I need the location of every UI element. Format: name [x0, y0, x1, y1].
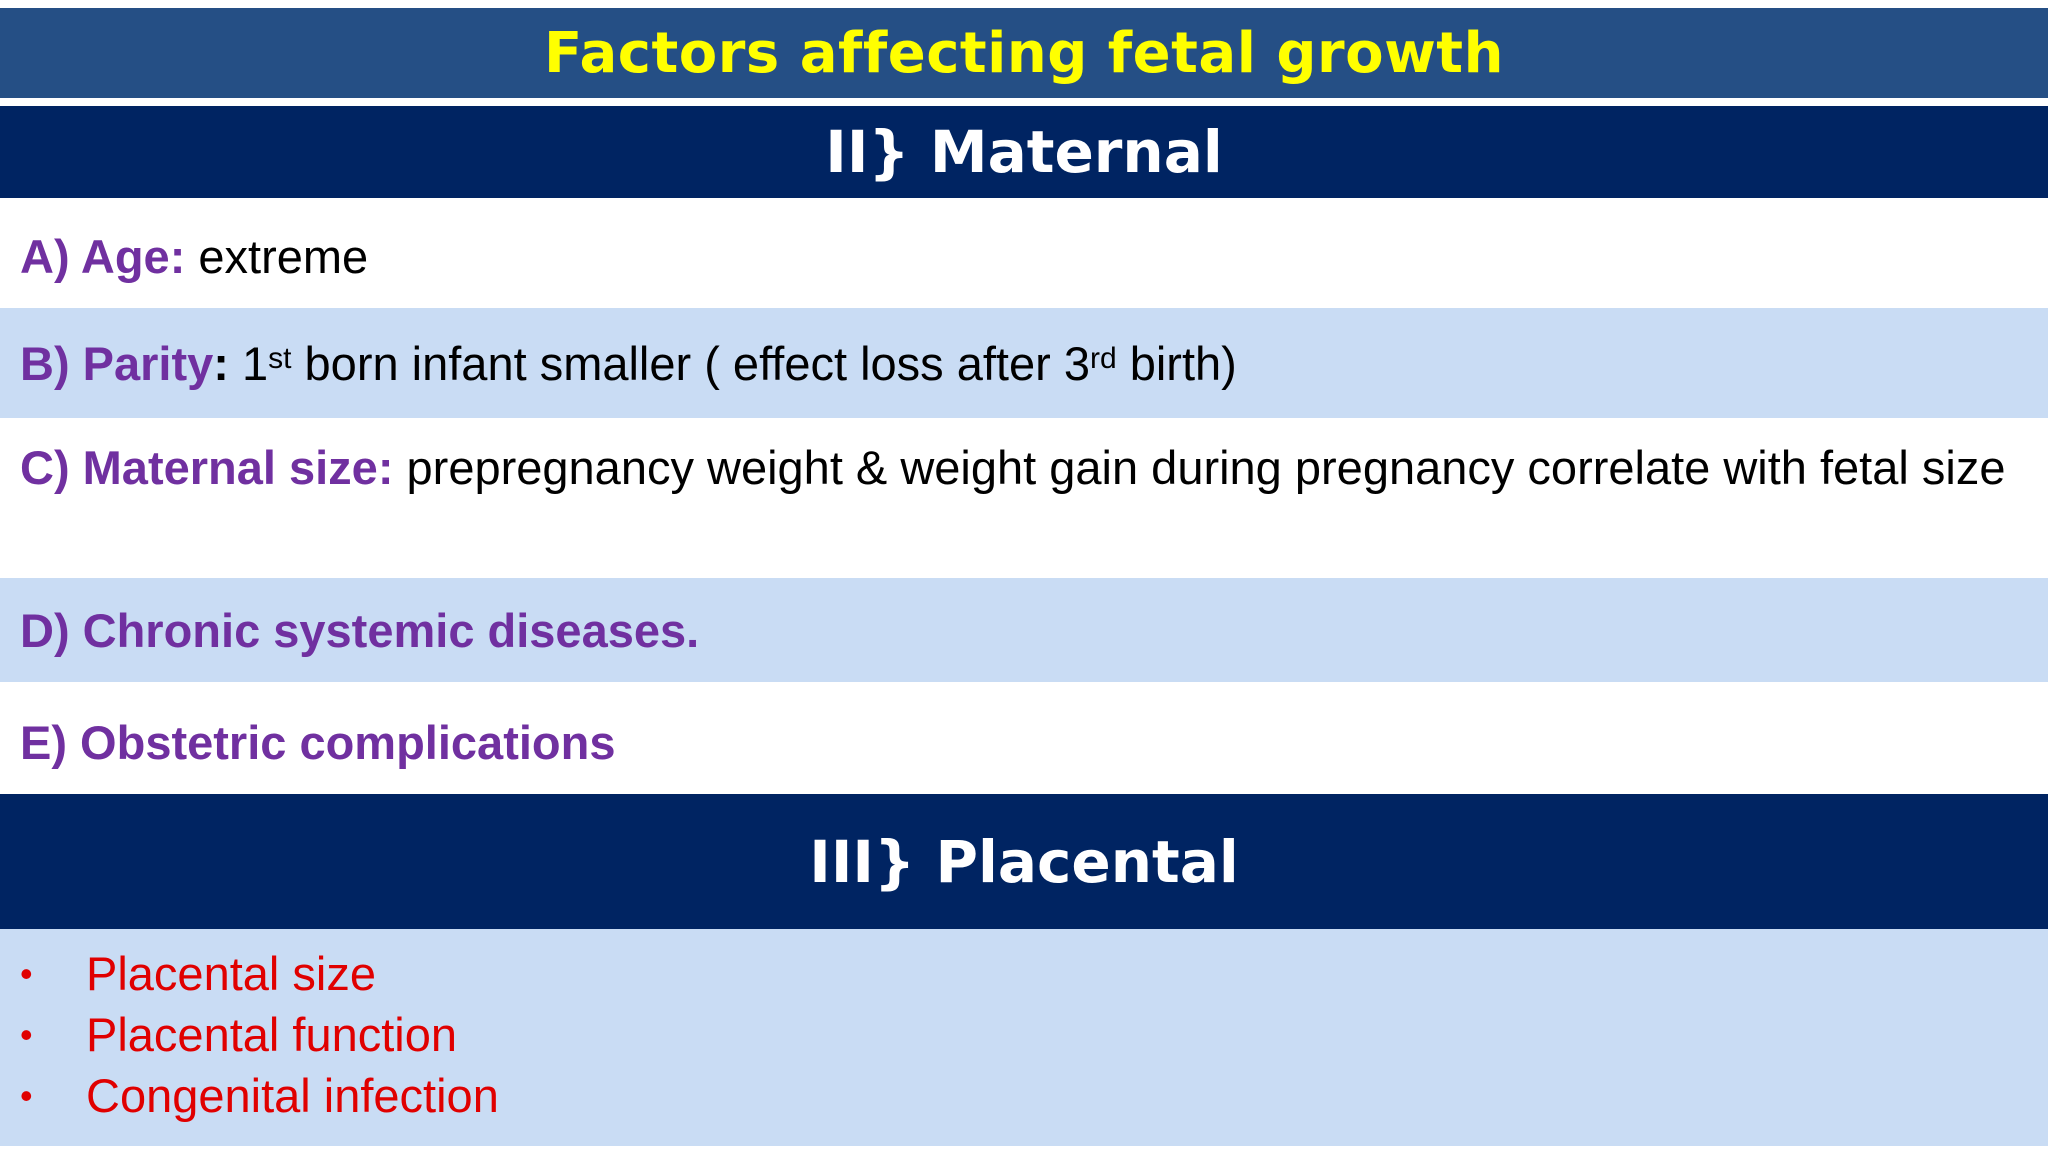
list-item-text: Placental function [86, 1008, 458, 1061]
list-item: • Placental size [0, 943, 2048, 1004]
bullet-icon: • [20, 952, 33, 994]
item-paragraph: C) Maternal size: prepregnancy weight & … [20, 438, 2028, 498]
item-label: B) Parity [20, 336, 214, 390]
item-label: E) Obstetric complications [20, 715, 616, 769]
list-item: • Placental function [0, 1004, 2048, 1065]
maternal-header: II} Maternal [0, 106, 2048, 198]
item-text-part: birth) [1116, 336, 1237, 390]
maternal-heading: II} Maternal [825, 118, 1223, 186]
item-text-part: born infant smaller ( effect loss after … [291, 336, 1090, 390]
maternal-item-obstetric: E) Obstetric complications [0, 690, 2048, 794]
list-item-text: Placental size [86, 947, 376, 1000]
maternal-item-chronic-diseases: D) Chronic systemic diseases. [0, 578, 2048, 682]
item-label: D) Chronic systemic diseases. [20, 603, 700, 657]
item-text: extreme [185, 229, 369, 283]
title-bar: Factors affecting fetal growth [0, 8, 2048, 98]
placental-heading: III} Placental [809, 827, 1239, 896]
slide-title: Factors affecting fetal growth [544, 20, 1504, 86]
maternal-item-age: A) Age: extreme [0, 208, 2048, 304]
maternal-item-size: C) Maternal size: prepregnancy weight & … [0, 420, 2048, 578]
item-label: A) Age: [20, 229, 186, 283]
placental-header: III} Placental [0, 794, 2048, 929]
item-label: C) Maternal size: [20, 441, 394, 494]
item-colon: : [213, 336, 229, 390]
placental-list: • Placental size • Placental function • … [0, 929, 2048, 1146]
list-item: • Congenital infection [0, 1065, 2048, 1126]
bullet-icon: • [20, 1074, 33, 1116]
item-text-part: 1 [228, 336, 269, 390]
item-text: prepregnancy weight & weight gain during… [393, 441, 2006, 494]
bullet-icon: • [20, 1013, 33, 1055]
list-item-text: Congenital infection [86, 1069, 499, 1122]
